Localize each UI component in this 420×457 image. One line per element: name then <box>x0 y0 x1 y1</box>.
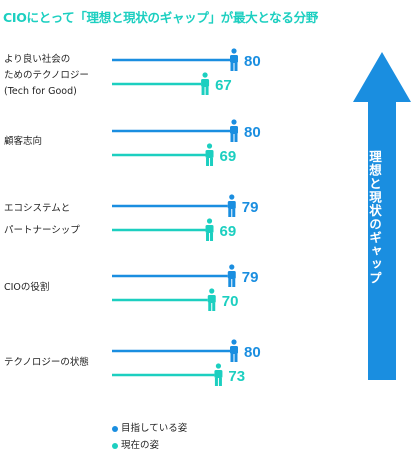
category-label-line: ためのテクノロジー <box>4 70 89 81</box>
person-icon <box>227 194 236 217</box>
person-icon-head <box>209 288 215 294</box>
person-icon-leg <box>210 233 214 241</box>
data-label-current: 67 <box>215 77 232 94</box>
category-label-line: パートナーシップ <box>4 225 80 236</box>
person-icon-leg <box>234 63 238 71</box>
category-label: エコシステムと パートナーシップ <box>4 198 80 242</box>
person-icon-leg <box>230 354 234 362</box>
person-icon-body <box>214 370 223 378</box>
person-icon-body <box>230 55 238 63</box>
category-label-line: 顧客志向 <box>4 136 43 147</box>
category-label: より良い社会のためのテクノロジー (Tech for Good) <box>4 52 89 100</box>
data-label-current: 69 <box>220 148 237 165</box>
person-icon-leg <box>230 63 234 71</box>
person-icon-leg <box>206 233 210 241</box>
person-icon-leg <box>228 209 232 217</box>
legend-label-current: 現在の姿 <box>121 440 160 451</box>
category-label-line: エコシステムと <box>4 203 71 214</box>
person-icon-body <box>227 201 236 209</box>
person-icon-head <box>231 339 237 345</box>
person-icon-body <box>230 126 238 134</box>
person-icon-body <box>205 225 214 233</box>
person-icon-head <box>206 143 213 149</box>
person-icon <box>201 72 210 95</box>
category-label-line: より良い社会の <box>4 54 71 65</box>
data-label-ideal: 79 <box>242 269 259 286</box>
person-icon-leg <box>234 134 238 142</box>
legend-marker-current <box>112 442 118 449</box>
person-icon-leg <box>218 378 222 386</box>
data-label-current: 73 <box>228 368 245 385</box>
person-icon-leg <box>214 378 218 386</box>
legend-label-ideal: 目指している姿 <box>121 423 188 434</box>
person-icon-leg <box>232 279 236 287</box>
person-icon-head <box>215 363 222 369</box>
person-icon-body <box>230 346 238 354</box>
legend-item-ideal: 目指している姿 <box>112 420 187 434</box>
category-label-line: テクノロジーの状態 <box>4 357 89 368</box>
person-icon-head <box>202 72 208 78</box>
legend-item-current: 現在の姿 <box>112 437 159 451</box>
category-label-line: CIOの役割 <box>4 282 50 293</box>
data-label-ideal: 80 <box>244 124 261 141</box>
person-icon-leg <box>234 354 238 362</box>
person-icon-leg <box>206 158 210 166</box>
category-label: 顧客志向 <box>4 134 42 150</box>
data-label-ideal: 80 <box>244 53 261 70</box>
person-icon-body <box>205 150 214 158</box>
person-icon <box>205 218 214 241</box>
person-icon-leg <box>201 87 205 95</box>
person-icon-body <box>207 295 216 303</box>
category-label: CIOの役割 <box>4 280 49 296</box>
data-label-current: 69 <box>220 223 237 240</box>
gap-arrow-label: 理想と現状のギャップ <box>367 150 382 285</box>
person-icon <box>230 48 238 71</box>
person-icon-head <box>229 264 235 270</box>
person-icon-body <box>201 79 210 87</box>
category-label-line: (Tech for Good) <box>4 86 77 97</box>
person-icon-leg <box>205 87 209 95</box>
legend-marker-ideal <box>112 425 118 432</box>
data-label-ideal: 79 <box>242 199 259 216</box>
person-icon <box>227 264 236 287</box>
person-icon <box>205 143 214 166</box>
data-label-current: 70 <box>222 293 239 310</box>
person-icon-body <box>227 271 236 279</box>
person-icon-leg <box>228 279 232 287</box>
person-icon-leg <box>232 209 236 217</box>
person-icon-head <box>231 48 237 54</box>
person-icon-leg <box>212 303 216 311</box>
person-icon <box>207 288 216 311</box>
person-icon <box>214 363 223 386</box>
person-icon-head <box>229 194 235 200</box>
person-icon-head <box>231 119 237 125</box>
person-icon-leg <box>208 303 212 311</box>
person-icon <box>230 339 238 362</box>
category-label: テクノロジーの状態 <box>4 355 89 371</box>
person-icon-head <box>206 218 213 224</box>
data-label-ideal: 80 <box>244 344 261 361</box>
chart-title: CIOにとって「理想と現状のギャップ」が最大となる分野 <box>3 10 318 25</box>
person-icon <box>230 119 238 142</box>
person-icon-leg <box>230 134 234 142</box>
gap-arrow <box>353 52 411 380</box>
person-icon-leg <box>210 158 214 166</box>
